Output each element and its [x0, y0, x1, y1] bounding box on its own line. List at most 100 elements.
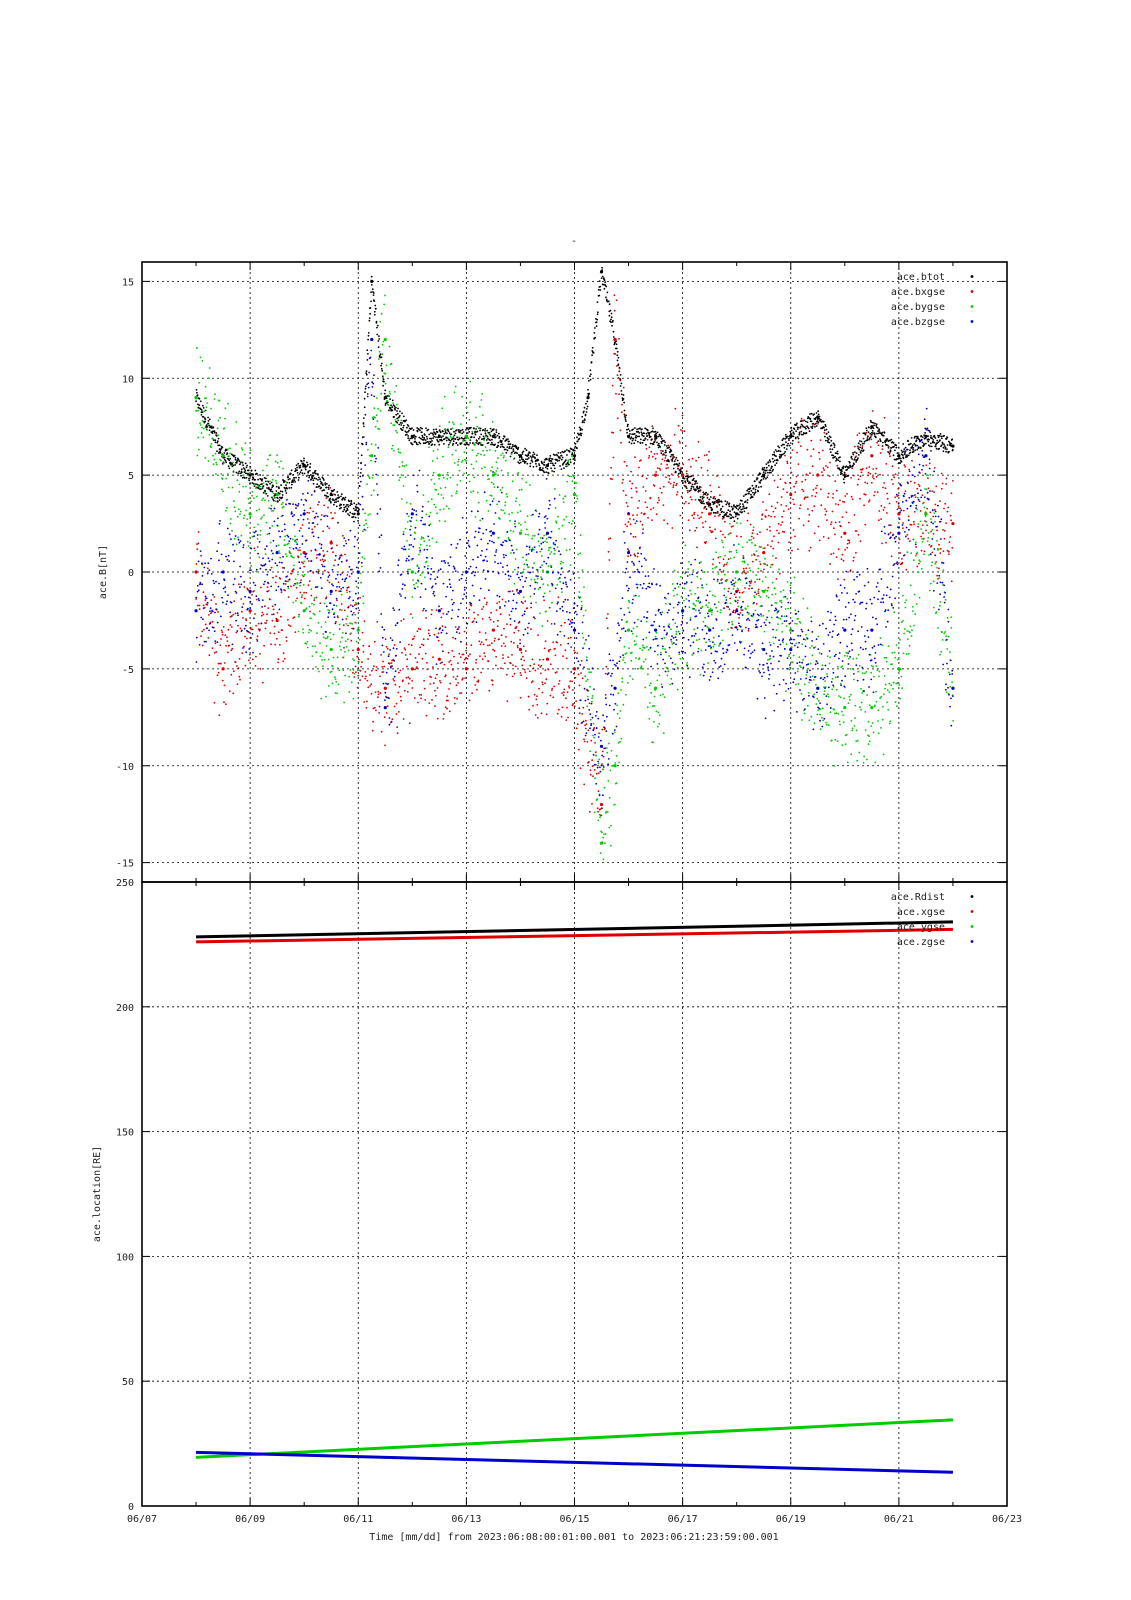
data-point [873, 494, 875, 497]
data-point [938, 543, 940, 546]
data-point [248, 659, 250, 662]
data-point [560, 560, 563, 563]
data-point [642, 644, 644, 647]
data-point [388, 653, 390, 656]
data-point [602, 755, 605, 758]
data-point [876, 432, 878, 435]
data-point [570, 636, 572, 639]
data-point [944, 448, 947, 450]
data-point [220, 629, 223, 632]
data-point [236, 665, 238, 667]
data-point [649, 702, 651, 704]
data-point [469, 439, 472, 441]
data-point [395, 413, 398, 416]
data-point [812, 488, 815, 491]
data-point [757, 592, 760, 595]
data-point [917, 483, 920, 486]
data-point [356, 686, 359, 689]
data-point [284, 544, 287, 546]
data-point [577, 666, 579, 669]
data-point [439, 430, 442, 433]
data-point [625, 693, 627, 696]
data-point [742, 503, 744, 505]
data-point [901, 558, 903, 560]
data-point [456, 444, 459, 446]
data-point [489, 439, 491, 442]
data-point [469, 442, 471, 444]
data-point [366, 526, 369, 529]
data-point [748, 584, 751, 587]
data-point [433, 503, 436, 506]
data-point [393, 424, 396, 427]
data-point [839, 460, 841, 463]
data-point [668, 481, 670, 484]
data-point [543, 534, 545, 537]
data-point [536, 454, 538, 457]
data-point [263, 644, 265, 647]
data-point [388, 345, 391, 348]
data-point [197, 542, 200, 545]
data-point [242, 517, 245, 520]
data-point [490, 611, 492, 614]
data-point [322, 484, 324, 486]
data-point [370, 683, 373, 686]
data-point [874, 436, 877, 439]
data-point [492, 483, 495, 486]
data-point [718, 486, 720, 489]
data-point [651, 425, 654, 428]
data-point [661, 458, 664, 461]
data-point [572, 448, 575, 451]
data-point [380, 367, 383, 370]
data-point [610, 824, 612, 827]
data-point [338, 628, 341, 630]
data-point [841, 553, 844, 556]
data-point [802, 420, 804, 422]
data-point [551, 462, 554, 465]
data-point [924, 512, 928, 516]
data-point [369, 674, 371, 676]
data-point [457, 460, 459, 463]
data-point [646, 506, 648, 509]
data-point [317, 568, 320, 571]
data-point [574, 459, 576, 462]
data-point [450, 495, 453, 497]
data-point [486, 601, 488, 604]
data-point [558, 459, 561, 462]
data-point [197, 409, 200, 412]
data-point [832, 493, 835, 495]
data-point [205, 426, 207, 429]
data-point [622, 489, 625, 492]
data-point [603, 833, 605, 835]
data-point [757, 555, 759, 557]
data-point [233, 506, 236, 509]
data-point [637, 430, 640, 433]
data-point [561, 450, 564, 453]
data-point [496, 434, 499, 437]
data-point [628, 601, 631, 604]
data-point [700, 466, 703, 469]
data-point [255, 655, 257, 658]
data-point [245, 485, 247, 488]
data-point [615, 343, 618, 346]
data-point [312, 474, 315, 477]
data-point [850, 495, 853, 498]
data-point [441, 407, 444, 410]
data-point [831, 510, 834, 513]
data-point [317, 503, 319, 506]
data-point [319, 642, 321, 645]
data-point [352, 697, 355, 700]
data-point [480, 433, 483, 436]
data-point [721, 517, 724, 520]
data-point [347, 638, 349, 641]
data-point [556, 454, 559, 457]
data-point [518, 522, 520, 525]
data-point [841, 516, 844, 518]
data-point [644, 427, 646, 430]
data-point [828, 441, 831, 444]
data-point [367, 686, 370, 689]
data-point [781, 439, 784, 442]
data-point [364, 391, 366, 394]
data-point [562, 655, 564, 657]
data-point [515, 625, 518, 628]
data-point [811, 495, 813, 497]
